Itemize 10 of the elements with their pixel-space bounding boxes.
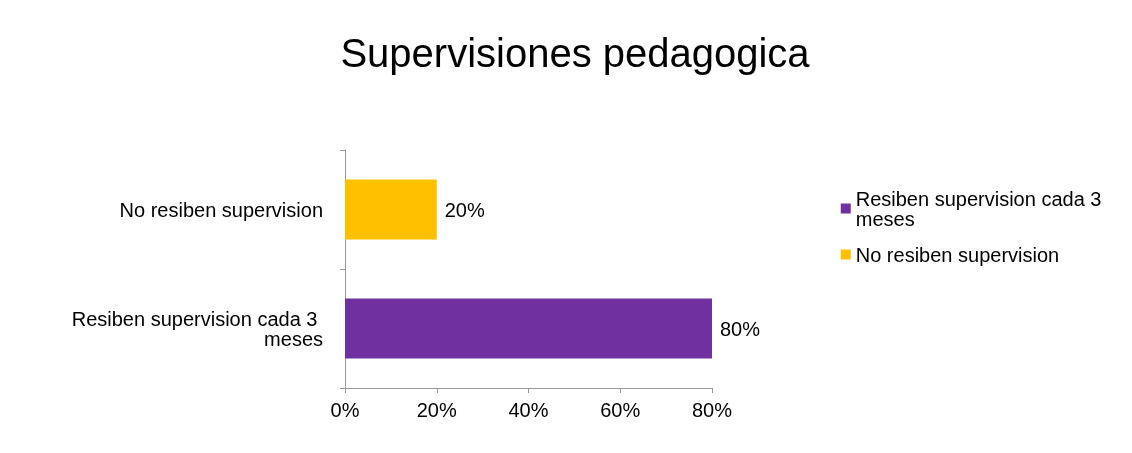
x-tick-label: 40% xyxy=(508,399,549,421)
chart-title: Supervisiones pedagogica xyxy=(340,31,811,75)
x-tick-label: 80% xyxy=(691,399,733,421)
data-label: 20% xyxy=(444,198,485,221)
legend-label: Resiben supervision cada 3 meses xyxy=(855,187,1108,230)
legend-label: No resiben supervision xyxy=(855,243,1060,266)
data-label: 80% xyxy=(720,317,761,340)
x-tick-label: 0% xyxy=(330,399,360,421)
x-tick-label: 60% xyxy=(600,399,641,421)
x-tick-label: 20% xyxy=(416,399,457,421)
